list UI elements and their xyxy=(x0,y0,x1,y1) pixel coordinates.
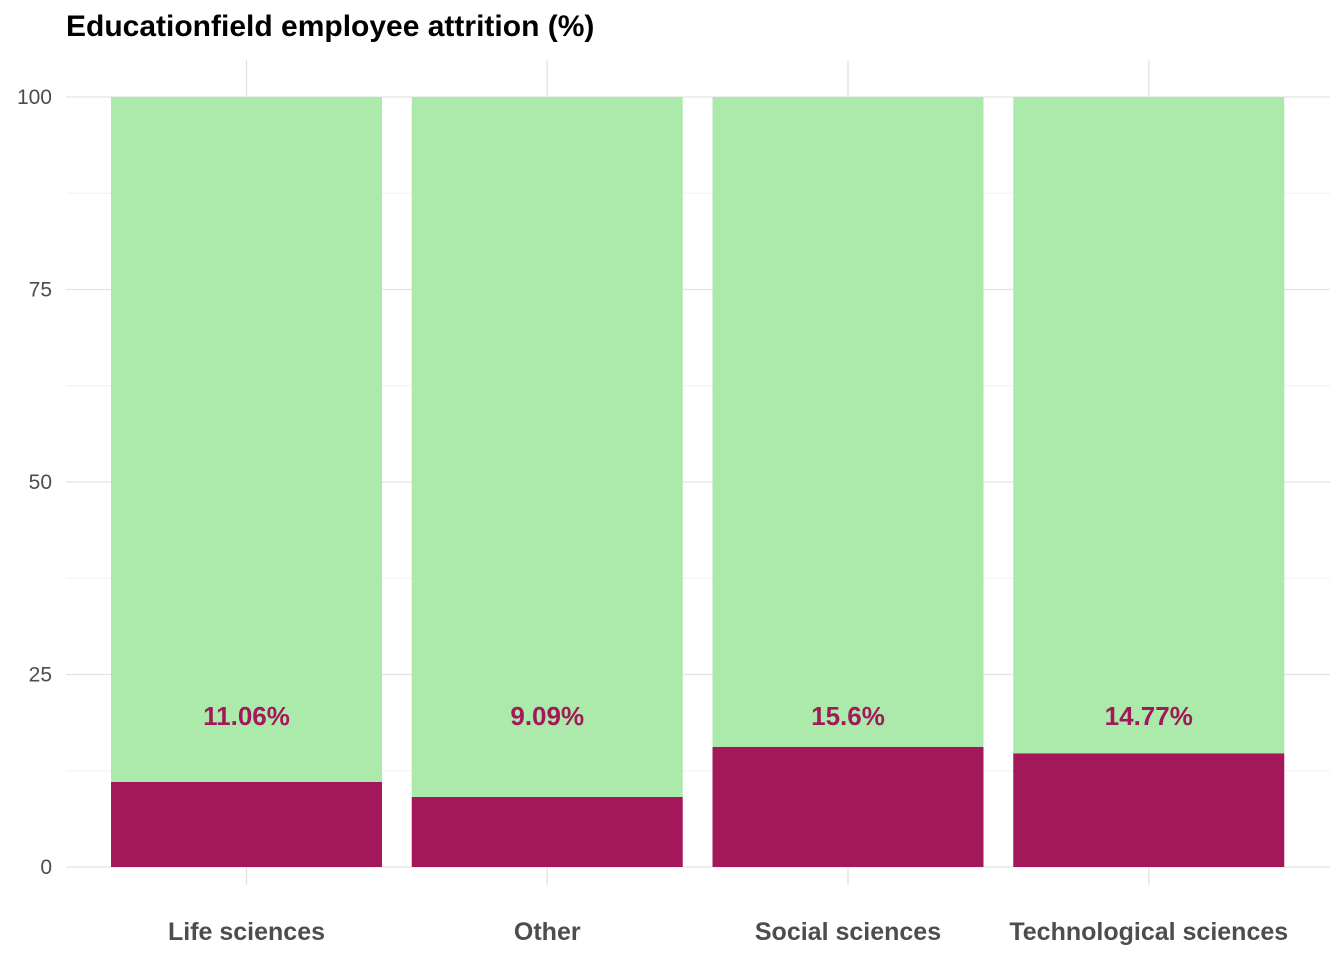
x-tick-label: Technological sciences xyxy=(1009,918,1288,946)
y-tick-label: 25 xyxy=(29,664,52,687)
bar-retained xyxy=(411,97,683,798)
bar-attrition xyxy=(411,797,683,867)
data-label: 15.6% xyxy=(811,701,885,731)
data-label: 14.77% xyxy=(1105,701,1193,731)
y-tick-label: 100 xyxy=(17,86,52,109)
chart-title: Educationfield employee attrition (%) xyxy=(66,10,595,43)
bars xyxy=(111,97,1285,867)
bar-retained xyxy=(712,97,984,747)
bar-retained xyxy=(111,97,382,782)
y-tick-label: 50 xyxy=(29,471,52,494)
data-label: 11.06% xyxy=(203,701,290,731)
bar-attrition xyxy=(111,781,382,867)
y-tick-label: 75 xyxy=(29,279,52,302)
x-tick-label: Other xyxy=(514,918,581,946)
x-axis-ticks: Life sciences Other Social sciences Technol… xyxy=(168,918,1288,946)
bar-attrition xyxy=(1013,753,1285,867)
y-tick-label: 0 xyxy=(40,856,52,879)
data-labels: 11.06% 9.09% 15.6% 14.77% xyxy=(203,701,1193,731)
bar-retained xyxy=(1013,97,1285,754)
x-tick-label: Life sciences xyxy=(168,918,325,946)
bar-attrition xyxy=(712,746,984,867)
y-axis-ticks: 0 25 50 75 100 xyxy=(17,86,52,879)
data-label: 9.09% xyxy=(510,701,584,731)
x-tick-label: Social sciences xyxy=(755,918,941,946)
